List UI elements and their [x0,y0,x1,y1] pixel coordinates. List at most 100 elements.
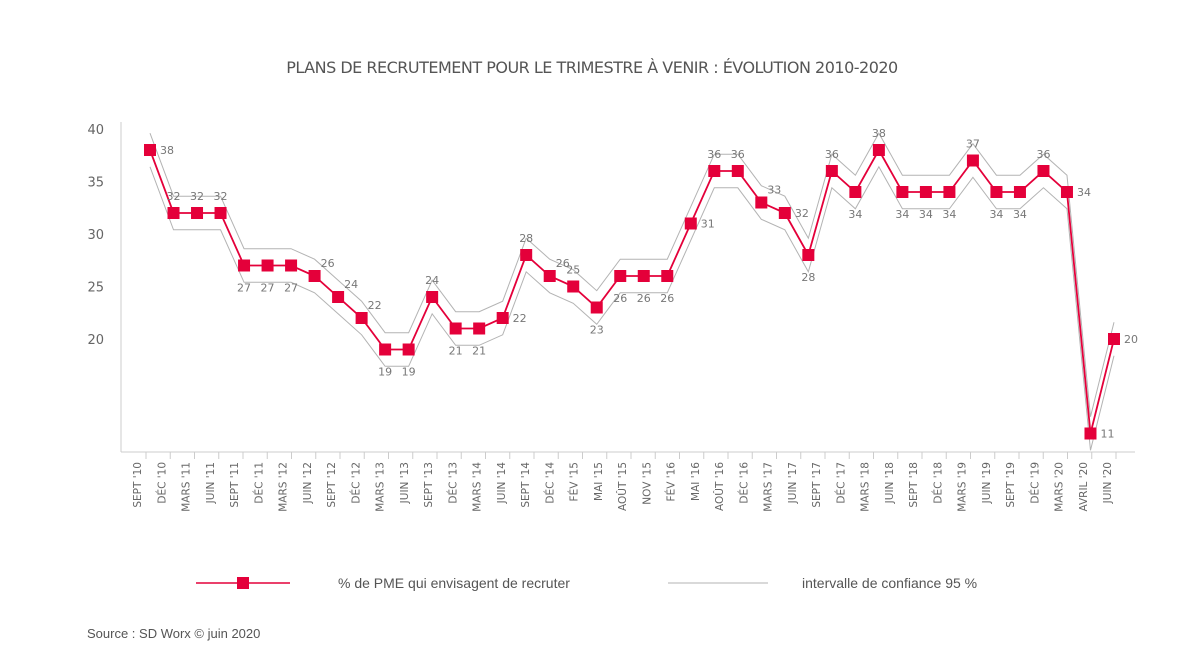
x-tick-label: AOÛT '15 [616,462,629,511]
y-tick-label: 40 [87,123,104,138]
x-tick-label: DÉC '18 [931,462,944,504]
data-point [191,207,204,219]
data-point [355,312,368,324]
data-label: 24 [425,274,439,287]
x-tick-label: FÉV '15 [568,462,581,501]
data-label: 34 [919,208,933,221]
data-label: 36 [731,148,745,161]
x-tick-label: SEPT '18 [908,462,920,508]
data-label: 28 [519,232,533,245]
data-label: 33 [767,184,781,197]
data-label: 32 [190,190,204,203]
x-tick-label: JUIN '20 [1102,462,1114,504]
x-tick-label: MARS '12 [278,462,290,512]
data-label: 24 [344,278,358,291]
data-point [802,249,815,261]
data-point [778,207,791,219]
data-point [755,196,768,209]
data-label: 22 [513,312,527,325]
data-label: 34 [1077,186,1091,199]
x-tick-label: MARS '11 [181,462,193,512]
x-tick-label: MARS '18 [860,462,872,512]
data-point [990,186,1003,198]
data-label: 27 [261,282,275,295]
data-point [238,259,251,272]
y-tick-label: 25 [87,281,104,296]
x-tick-label: DÉC '17 [834,462,847,504]
data-label: 37 [966,138,980,151]
y-tick-label: 20 [87,333,104,348]
legend-ci-label: intervalle de confiance 95 % [802,575,977,591]
x-tick-label: DÉC '13 [446,462,459,504]
x-tick-label: SEPT '14 [520,462,532,508]
x-tick-label: SEPT '10 [132,462,144,508]
x-tick-label: JUIN '12 [302,462,314,504]
data-point [473,322,486,335]
data-label: 26 [660,292,674,305]
data-label: 38 [872,127,886,140]
data-point [661,270,674,282]
data-point [261,259,274,272]
data-label: 26 [321,257,335,270]
data-label: 22 [368,299,382,312]
data-label: 36 [825,148,839,161]
legend-main-label: % de PME qui envisagent de recruter [338,575,570,591]
data-point [966,154,979,167]
chart-title: PLANS DE RECRUTEMENT POUR LE TRIMESTRE À… [286,58,898,77]
x-tick-label: JUIN '11 [205,462,217,504]
x-tick-label: DÉC '14 [543,462,556,504]
data-point [496,312,509,324]
data-label: 26 [613,292,627,305]
data-label: 20 [1124,333,1138,346]
data-point [872,144,885,156]
data-label: 31 [701,218,715,231]
x-tick-label: DÉC '16 [737,462,750,504]
data-point [943,186,956,198]
data-point [332,291,345,303]
ci-lower-line [149,165,1115,451]
ci-upper-line [149,132,1115,417]
data-point [402,343,415,356]
data-point [684,217,697,230]
x-tick-label: SEPT '11 [229,462,241,508]
data-point [167,207,180,219]
data-label: 32 [167,190,181,203]
x-tick-label: JUIN '17 [787,462,799,504]
x-tick-label: JUIN '19 [981,462,993,504]
x-tick-label: JUIN '14 [496,462,508,505]
data-point [426,291,439,303]
x-tick-label: MAI '15 [593,462,605,501]
y-tick-label: 30 [87,228,104,243]
x-tick-label: AVRIL '20 [1078,462,1090,512]
x-tick-label: NOV '15 [641,462,653,505]
x-tick-label: DÉC '19 [1028,462,1041,504]
x-tick-label: MAI '16 [690,462,702,501]
data-point [1060,186,1073,198]
x-tick-label: MARS '14 [472,462,484,512]
data-label: 34 [848,208,862,221]
data-label: 28 [801,271,815,284]
data-point [825,165,838,177]
legend: % de PME qui envisagent de recruter inte… [196,575,977,591]
y-tick-label: 35 [87,176,104,191]
data-point [590,301,603,314]
data-point [1108,333,1120,345]
x-tick-label: SEPT '19 [1005,462,1017,508]
series-main [144,144,1120,440]
data-label: 34 [1013,208,1027,221]
data-point [214,207,227,219]
source-note: Source : SD Worx © juin 2020 [87,626,260,641]
x-tick-label: SEPT '13 [423,462,435,508]
data-label: 38 [160,144,174,157]
data-label: 26 [637,292,651,305]
data-label: 34 [895,208,909,221]
data-point [919,186,932,198]
data-label: 34 [989,208,1003,221]
data-point [449,322,462,335]
data-point [285,259,298,272]
data-point [896,186,909,198]
data-point [708,165,721,177]
x-tick-label: MARS '17 [763,462,775,512]
